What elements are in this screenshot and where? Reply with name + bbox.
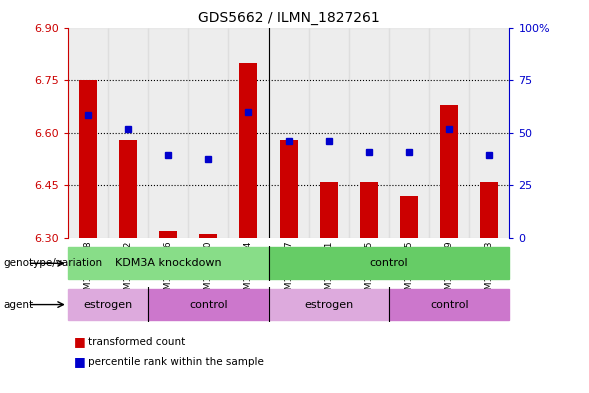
Bar (68, 28, 108, 238)
Bar (400, 196, 418, 238)
Bar (440, 105, 458, 238)
Bar (68, 288, 148, 321)
Bar (188, 28, 229, 238)
Bar (119, 140, 137, 238)
Text: ■: ■ (74, 335, 85, 349)
Text: agent: agent (3, 299, 33, 310)
Bar (389, 28, 429, 238)
Bar (309, 28, 349, 238)
Title: GDS5662 / ILMN_1827261: GDS5662 / ILMN_1827261 (198, 11, 379, 25)
Text: estrogen: estrogen (304, 299, 353, 310)
Bar (148, 288, 269, 321)
Bar (199, 234, 217, 238)
Bar (159, 231, 177, 238)
Bar (349, 28, 389, 238)
Bar (360, 182, 378, 238)
Bar (269, 288, 389, 321)
Bar (239, 62, 257, 238)
Bar (229, 28, 269, 238)
Bar (269, 28, 309, 238)
Bar (148, 28, 188, 238)
Bar (320, 182, 338, 238)
Bar (389, 288, 509, 321)
Bar (469, 28, 509, 238)
Bar (108, 28, 148, 238)
Bar (481, 182, 498, 238)
Text: percentile rank within the sample: percentile rank within the sample (88, 356, 264, 367)
Bar (429, 28, 469, 238)
Text: transformed count: transformed count (88, 337, 186, 347)
Bar (269, 248, 509, 279)
Text: genotype/variation: genotype/variation (3, 258, 102, 268)
Text: control: control (189, 299, 227, 310)
Text: control: control (430, 299, 469, 310)
Text: control: control (370, 258, 408, 268)
Text: estrogen: estrogen (83, 299, 133, 310)
Bar (68, 248, 269, 279)
Text: KDM3A knockdown: KDM3A knockdown (115, 258, 221, 268)
Bar (79, 80, 97, 238)
Text: ■: ■ (74, 355, 85, 368)
Bar (280, 140, 297, 238)
